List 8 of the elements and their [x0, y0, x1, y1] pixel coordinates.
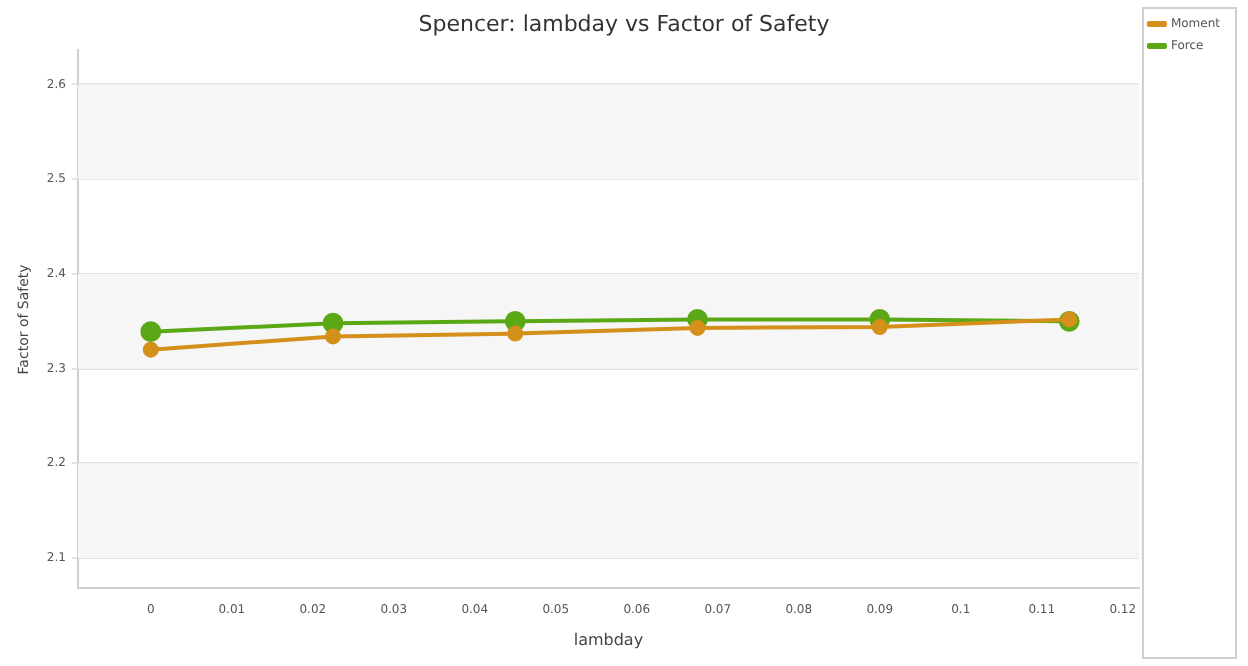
point [871, 318, 888, 335]
point [325, 328, 342, 345]
point [142, 341, 159, 358]
x-axis-title: lambday [573, 630, 644, 649]
point [689, 319, 706, 336]
point [140, 321, 162, 343]
point [507, 325, 524, 342]
chart-title: Spencer: lambday vs Factor of Safety [418, 10, 831, 37]
